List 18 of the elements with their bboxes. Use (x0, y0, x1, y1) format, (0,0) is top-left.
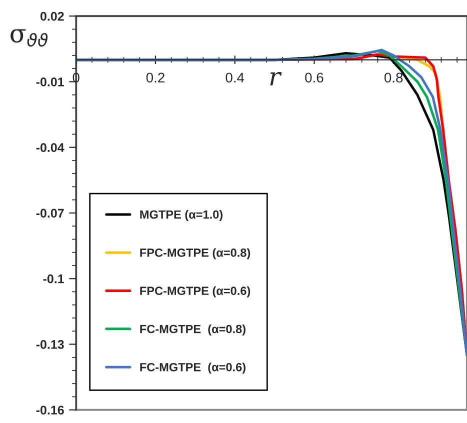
legend-label: FC-MGTPE (α=0.6) (140, 362, 246, 374)
legend-label: FC-MGTPE (α=0.8) (140, 324, 246, 336)
x-tick-label: 0.2 (146, 72, 164, 83)
y-tick-label: 0.02 (40, 12, 64, 21)
legend-label: FPC-MGTPE (α=0.6) (140, 286, 250, 298)
y-tick-label: -0.1 (43, 274, 64, 284)
y-tick-label: -0.04 (36, 143, 64, 152)
x-tick-label: 0.8 (384, 72, 403, 83)
y-tick-label: -0.16 (36, 406, 64, 415)
y-tick-label: -0.13 (36, 340, 64, 349)
y-tick-label: -0.07 (36, 208, 64, 218)
y-tick-label: -0.01 (36, 78, 64, 86)
x-tick-label: 0.4 (226, 72, 244, 83)
x-axis-title: r (270, 72, 282, 86)
x-tick-label: 0.6 (305, 72, 324, 83)
y-axis-title: σ$_{ϑϑ}$ (10, 29, 48, 47)
legend-label: MGTPE (α=1.0) (140, 210, 223, 222)
legend-label: FPC-MGTPE (α=0.8) (140, 248, 250, 260)
